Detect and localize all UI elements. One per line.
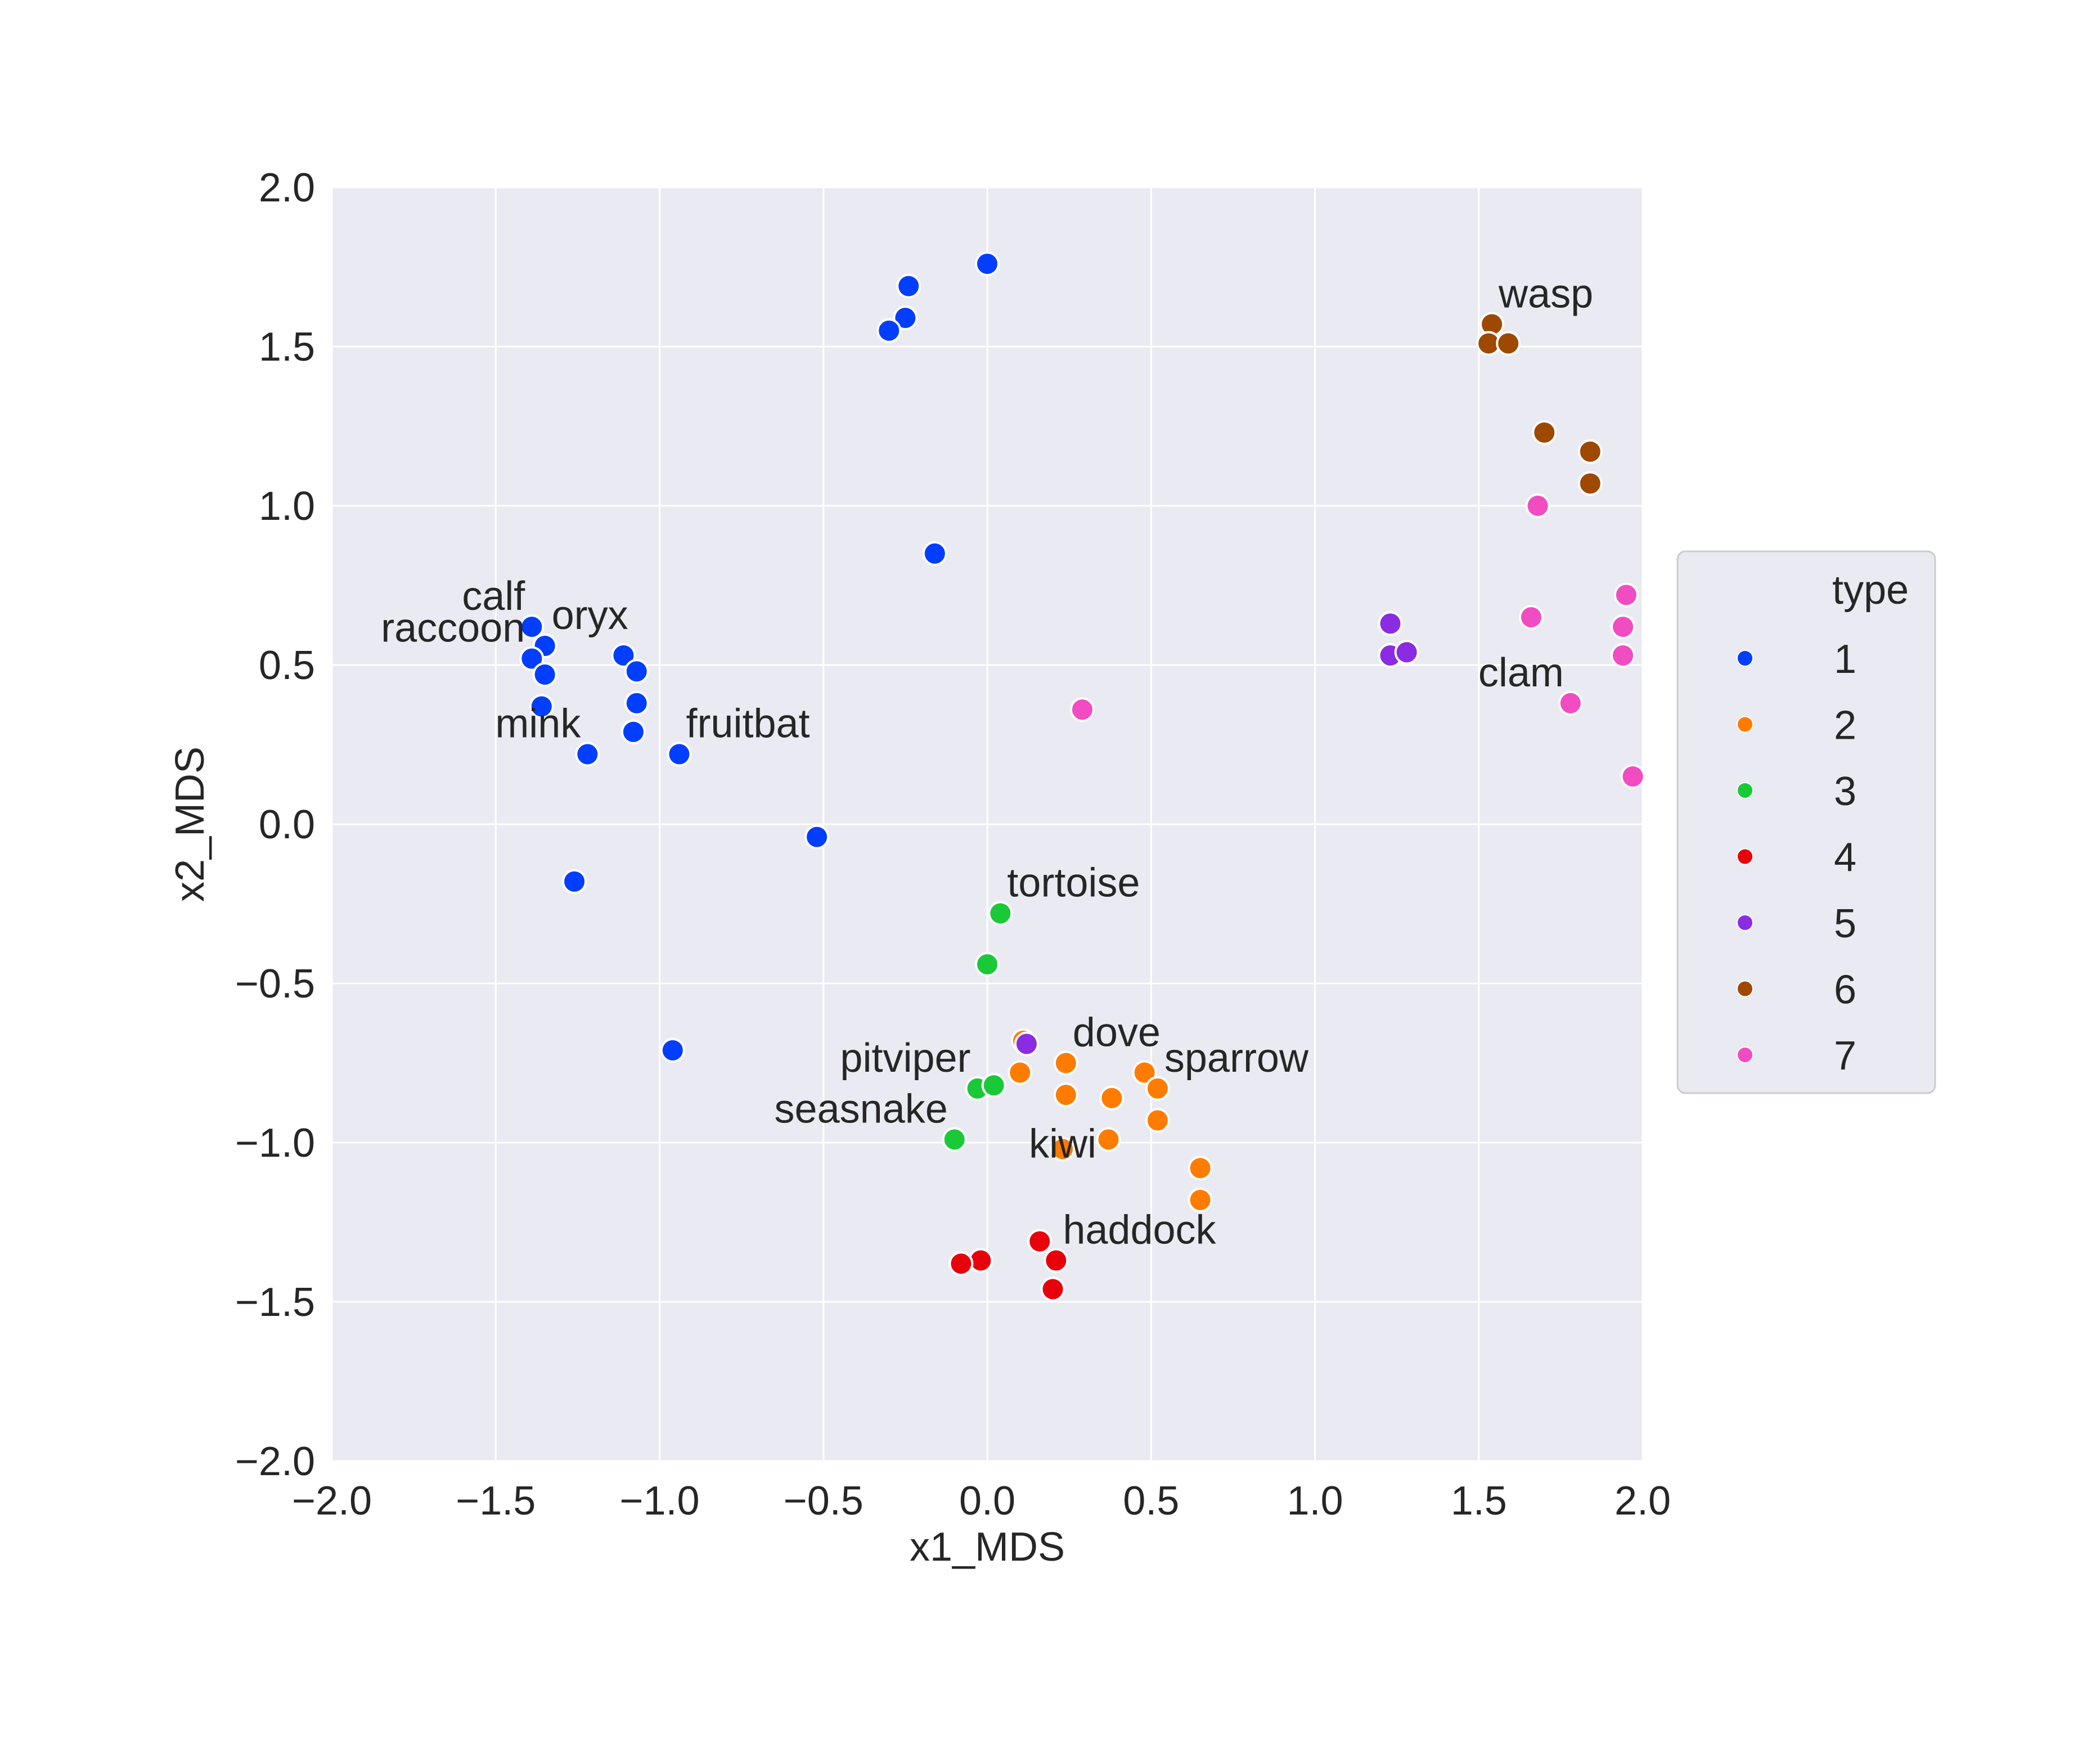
- legend-marker-type-1: [1737, 650, 1753, 666]
- data-point-type-6: [1533, 421, 1555, 444]
- data-point-type-7: [1071, 698, 1094, 721]
- y-tick-label: 1.0: [259, 484, 315, 529]
- data-point-type-3: [976, 953, 999, 976]
- data-point-type-1: [626, 660, 648, 682]
- data-point-type-2: [1098, 1128, 1120, 1151]
- y-tick-label: 2.0: [259, 165, 315, 210]
- x-tick-label: 1.5: [1451, 1479, 1507, 1524]
- data-point-type-7: [1622, 765, 1644, 788]
- data-point-type-4: [1042, 1278, 1064, 1300]
- legend-marker-type-6: [1737, 981, 1753, 997]
- x-tick-label: 0.5: [1123, 1479, 1179, 1524]
- y-tick-label: 0.0: [259, 802, 315, 847]
- data-point-type-4: [950, 1252, 972, 1275]
- annotation-fruitbat: fruitbat: [686, 701, 810, 746]
- legend-label-type-6: 6: [1834, 968, 1856, 1013]
- data-point-type-7: [1520, 606, 1543, 628]
- annotation-dove: dove: [1073, 1010, 1161, 1055]
- annotation-kiwi: kiwi: [1029, 1121, 1096, 1166]
- x-tick-label: −0.5: [784, 1479, 864, 1524]
- legend-label-type-5: 5: [1834, 901, 1856, 946]
- x-axis-ticks: −2.0 −1.5 −1.0 −0.5 0.0 0.5 1.0 1.5 2.0: [292, 1479, 1671, 1524]
- y-tick-label: −1.5: [235, 1280, 315, 1325]
- data-point-type-5: [1015, 1033, 1038, 1055]
- legend-box: [1678, 551, 1935, 1093]
- data-point-type-3: [983, 1074, 1005, 1097]
- annotation-wasp: wasp: [1498, 271, 1593, 316]
- legend-title: type: [1832, 568, 1909, 613]
- annotation-oryx: oryx: [552, 593, 628, 638]
- data-point-type-1: [534, 663, 556, 686]
- data-point-type-4: [1028, 1230, 1051, 1252]
- data-point-type-1: [622, 721, 645, 743]
- legend-label-type-4: 4: [1834, 835, 1856, 880]
- x-axis-label: x1_MDS: [910, 1525, 1065, 1570]
- data-point-type-2: [1055, 1052, 1077, 1075]
- data-point-type-5: [1379, 612, 1401, 635]
- y-tick-label: 1.5: [259, 325, 315, 370]
- annotation-raccoon: raccoon: [381, 606, 525, 651]
- annotation-sparrow: sparrow: [1164, 1036, 1309, 1081]
- annotation-tortoise: tortoise: [1007, 860, 1140, 905]
- y-tick-label: −2.0: [235, 1439, 315, 1484]
- x-tick-label: 1.0: [1287, 1479, 1343, 1524]
- legend-marker-type-2: [1737, 717, 1753, 733]
- y-tick-label: 0.5: [259, 643, 315, 688]
- x-tick-label: 0.0: [959, 1479, 1015, 1524]
- y-axis-ticks: −2.0 −1.5 −1.0 −0.5 0.0 0.5 1.0 1.5 2.0: [235, 165, 315, 1484]
- legend-marker-type-7: [1737, 1047, 1753, 1063]
- y-tick-label: −0.5: [235, 961, 315, 1006]
- data-point-type-2: [1146, 1109, 1169, 1131]
- data-point-type-1: [806, 826, 828, 848]
- data-point-type-7: [1612, 615, 1634, 638]
- annotation-clam: clam: [1478, 650, 1564, 695]
- data-point-type-2: [1055, 1084, 1077, 1106]
- legend-label-type-7: 7: [1834, 1033, 1856, 1079]
- x-tick-label: 2.0: [1615, 1479, 1671, 1524]
- legend-marker-type-3: [1737, 783, 1753, 798]
- legend: type 1 2 3 4 5 6 7: [1678, 551, 1935, 1093]
- data-point-type-2: [1009, 1061, 1031, 1084]
- y-axis-label: x2_MDS: [168, 747, 213, 902]
- data-point-type-1: [626, 692, 648, 715]
- x-tick-label: −2.0: [292, 1479, 372, 1524]
- data-point-type-5: [1396, 641, 1418, 663]
- data-point-type-2: [1189, 1157, 1212, 1179]
- data-point-type-2: [1100, 1087, 1123, 1109]
- data-point-type-7: [1527, 495, 1549, 517]
- x-tick-label: −1.0: [619, 1479, 699, 1524]
- legend-label-type-3: 3: [1834, 769, 1856, 814]
- legend-marker-type-5: [1737, 915, 1753, 931]
- data-point-type-1: [897, 275, 920, 297]
- data-point-type-1: [563, 870, 586, 893]
- data-point-type-1: [878, 320, 900, 342]
- data-point-type-6: [1497, 332, 1519, 354]
- legend-label-type-1: 1: [1834, 637, 1856, 682]
- data-point-type-1: [662, 1039, 684, 1062]
- annotation-seasnake: seasnake: [775, 1086, 948, 1131]
- data-point-type-1: [976, 253, 999, 275]
- annotation-pitviper: pitviper: [840, 1036, 970, 1081]
- data-point-type-6: [1579, 441, 1602, 463]
- data-point-type-6: [1579, 472, 1602, 495]
- annotation-haddock: haddock: [1063, 1207, 1216, 1252]
- data-point-type-7: [1612, 644, 1634, 667]
- data-point-type-1: [924, 542, 946, 565]
- legend-marker-type-4: [1737, 849, 1753, 865]
- data-point-type-7: [1615, 583, 1638, 606]
- legend-label-type-2: 2: [1834, 703, 1856, 748]
- y-tick-label: −1.0: [235, 1121, 315, 1166]
- annotation-mink: mink: [495, 701, 581, 746]
- x-tick-label: −1.5: [456, 1479, 536, 1524]
